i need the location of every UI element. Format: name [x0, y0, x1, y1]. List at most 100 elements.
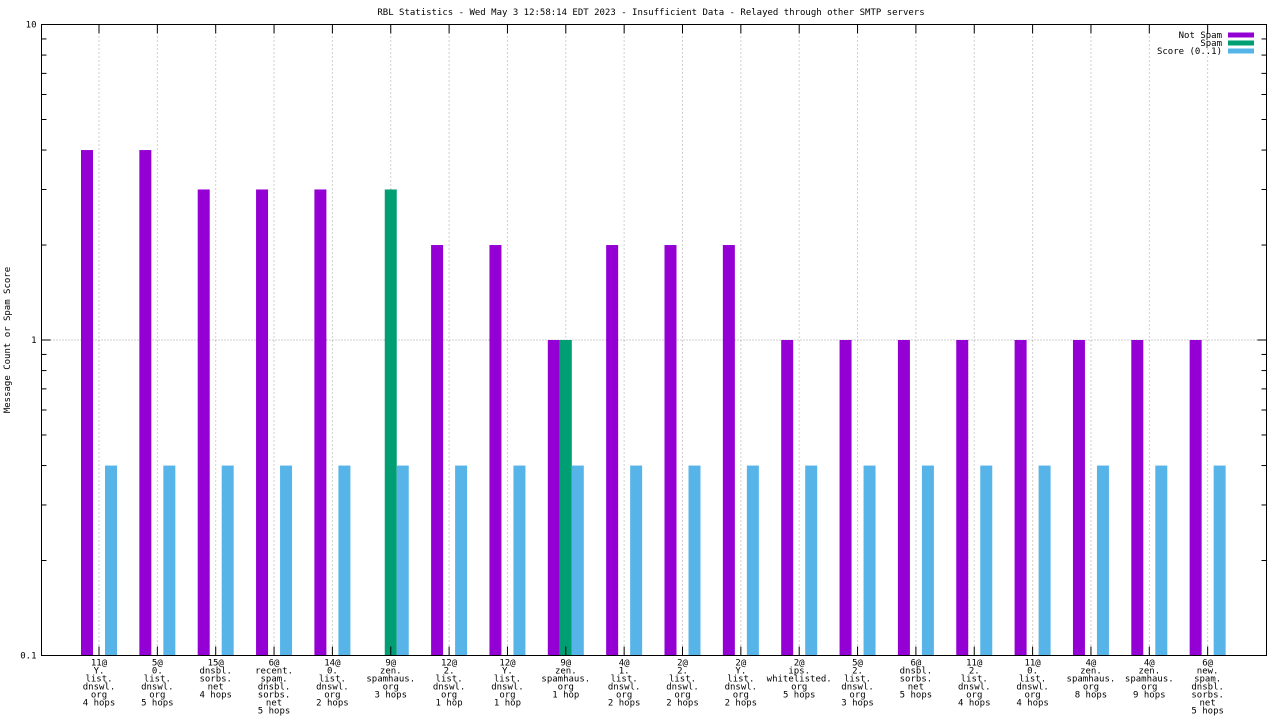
bar-score [630, 465, 643, 656]
bar-score [688, 465, 701, 656]
legend-swatch [1228, 48, 1254, 54]
bar-not-spam [139, 150, 152, 656]
bar-score [513, 465, 526, 656]
x-tick-label-line: 5 hops [783, 691, 816, 701]
x-tick-label-line: dnswl. [725, 683, 758, 693]
x-tick-label-line: sorbs. [1191, 691, 1224, 701]
bar-score [1096, 465, 1109, 656]
bar-score [980, 465, 993, 656]
bar-not-spam [81, 150, 93, 656]
bar-not-spam [839, 340, 852, 656]
x-tick-label-line: 12@ [499, 659, 516, 669]
x-tick-label-line: 2. [677, 667, 688, 677]
x-tick-label-line: dnswl. [83, 683, 116, 693]
x-tick-label: 11@ Y. list. dnswl. org 4 hops [83, 659, 116, 709]
x-tick-label-line: dnswl. [1016, 683, 1049, 693]
bar-score [746, 465, 759, 656]
x-tick-label-line: 0. [152, 667, 163, 677]
x-tick-label-line: org [1141, 683, 1157, 693]
bar-score [280, 465, 293, 656]
bar-score [105, 465, 117, 656]
x-tick-label-line: 3 hops [374, 691, 407, 701]
bar-not-spam [547, 340, 560, 656]
x-tick-label: 11@ 2. list. dnswl. org 4 hops [958, 659, 991, 709]
bar-score [396, 465, 409, 656]
bar-not-spam [781, 340, 794, 656]
x-tick-label-line: dnswl. [141, 683, 174, 693]
x-tick-label: 4@ 1. list. dnswl. org 2 hops [608, 659, 641, 709]
x-tick-label-line: 8 hops [1075, 691, 1108, 701]
legend-label: Score (0..1) [1157, 47, 1222, 57]
x-tick-label-line: net [908, 683, 924, 693]
x-tick-label-line: zen. [380, 667, 402, 677]
x-tick-label-line: 9 hops [1133, 691, 1166, 701]
x-tick-label-line: dnswl. [491, 683, 524, 693]
x-tick-label-line: 0. [327, 667, 338, 677]
x-tick-label: 5@ 2. list. dnswl. org 3 hops [841, 659, 874, 709]
x-tick-label-line: dnsbl. [258, 683, 291, 693]
x-tick-label-line: 6@ [269, 659, 280, 669]
x-tick-label-line: org [733, 691, 749, 701]
x-tick-label-line: spamhaus. [1125, 675, 1174, 685]
bar-score [455, 465, 468, 656]
x-tick-label-line: 4 hops [958, 699, 991, 709]
legend-label: Not Spam [1179, 31, 1222, 41]
x-tick-label-line: Y. [502, 667, 513, 677]
bar-not-spam [197, 189, 210, 656]
x-tick-label-line: 6@ [1202, 659, 1213, 669]
x-tick-label-line: ips. [788, 667, 810, 677]
x-tick-label-line: org [1083, 683, 1099, 693]
x-tick-label-line: org [674, 691, 690, 701]
bar-not-spam [1131, 340, 1144, 656]
bar-score [571, 465, 584, 656]
chart-title: RBL Statistics - Wed May 3 12:58:14 EDT … [377, 8, 924, 18]
bar-not-spam [1072, 340, 1085, 656]
bar-not-spam [1014, 340, 1027, 656]
x-tick-label-line: 4@ [1144, 659, 1155, 669]
x-tick-label-line: org [849, 691, 865, 701]
x-tick-label: 9@ zen. spamhaus. org 1 hop [541, 659, 590, 701]
x-tick-label: 2@ Y. list. dnswl. org 2 hops [725, 659, 758, 709]
x-tick-label-line: list. [144, 675, 171, 685]
legend-swatch [1228, 32, 1254, 38]
x-tick-label-line: 5 hops [258, 707, 291, 717]
y-tick-label: 1 [31, 336, 36, 346]
x-tick-label-line: list. [961, 675, 988, 685]
x-tick-label-line: spamhaus. [541, 675, 590, 685]
x-tick-label-line: list. [436, 675, 463, 685]
x-tick-label-line: net [208, 683, 224, 693]
x-tick-label-line: 2 hops [316, 699, 349, 709]
bar-spam [384, 189, 397, 656]
bar-score [163, 465, 176, 656]
x-tick-label-line: list. [611, 675, 638, 685]
x-tick-label-line: 9@ [385, 659, 396, 669]
x-tick-label-line: 15@ [208, 659, 225, 669]
x-tick-label-line: net [266, 699, 282, 709]
x-tick-label-line: dnswl. [666, 683, 699, 693]
x-tick-label-line: zen. [1080, 667, 1102, 677]
bars [81, 150, 1226, 656]
x-tick-label-line: 1. [619, 667, 630, 677]
x-tick-label-line: spamhaus. [1067, 675, 1116, 685]
legend-swatch [1228, 40, 1254, 46]
x-tick-label-line: zen. [1138, 667, 1160, 677]
bar-not-spam [314, 189, 327, 656]
bar-score [221, 465, 234, 656]
x-tick-label-line: spamhaus. [366, 675, 415, 685]
bar-score [338, 465, 351, 656]
x-tick-label-line: list. [319, 675, 346, 685]
x-tick-label-line: 5 hops [1191, 707, 1224, 717]
x-tick-label: 4@ zen. spamhaus. org 8 hops [1067, 659, 1116, 701]
bar-score [1155, 465, 1168, 656]
x-tick-label-line: org [499, 691, 515, 701]
x-tick-label-line: 4@ [1086, 659, 1097, 669]
x-tick-label-line: 2@ [677, 659, 688, 669]
x-tick-label-line: dnsbl. [199, 667, 232, 677]
x-tick-label-line: 5 hops [900, 691, 933, 701]
x-tick-label-line: org [616, 691, 632, 701]
x-tick-label-line: sorbs. [900, 675, 933, 685]
x-tick-label-line: 2@ [735, 659, 746, 669]
x-tick-label-line: org [441, 691, 457, 701]
bar-not-spam [431, 245, 444, 656]
